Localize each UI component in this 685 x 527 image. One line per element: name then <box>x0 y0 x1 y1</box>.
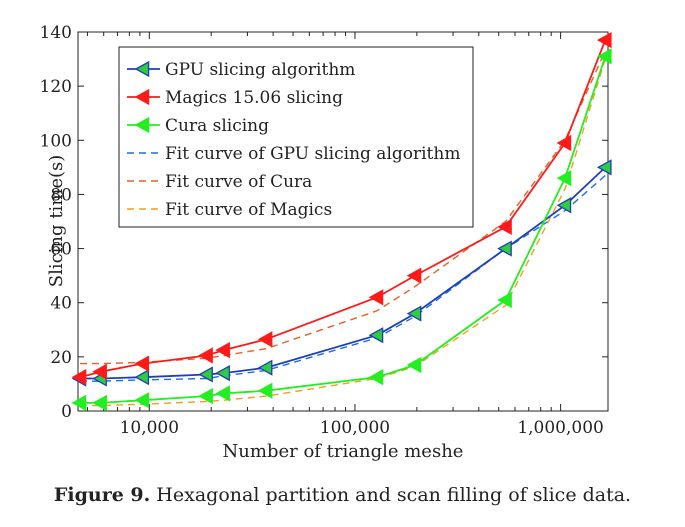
series-1-point <box>198 366 213 383</box>
series-3-point <box>556 170 572 187</box>
series-1-point <box>368 327 384 344</box>
series-3-point <box>368 369 384 386</box>
series-3-point <box>92 394 107 411</box>
series-2-point <box>134 355 150 372</box>
series-2-point <box>257 331 273 348</box>
series-5-line <box>80 50 606 365</box>
figure-caption: Figure 9. Hexagonal partition and scan f… <box>0 484 685 506</box>
x-axis-label: Number of triangle meshe <box>223 441 464 462</box>
series-3-point <box>198 388 213 405</box>
series-2-point <box>198 347 213 364</box>
legend-item-3-marker <box>134 116 150 134</box>
series-2-point <box>596 32 612 49</box>
legend-item-6-label: Fit curve of Magics <box>165 200 332 220</box>
y-tick-label: 0 <box>61 402 72 422</box>
legend-item-1-marker <box>134 60 150 78</box>
y-tick-label: 60 <box>50 240 72 260</box>
series-1-point <box>556 197 572 214</box>
y-tick-label: 100 <box>40 131 72 151</box>
y-tick-label: 40 <box>50 294 72 314</box>
legend-item-1-label: GPU slicing algorithm <box>165 60 355 80</box>
figure-caption-label: Figure 9. <box>53 484 151 506</box>
series-1-point <box>596 159 612 176</box>
series-3-point <box>134 392 150 409</box>
series-3-point <box>497 291 512 309</box>
series-2-point <box>368 289 384 306</box>
x-tick-label: 10,000 <box>120 418 179 438</box>
series-1-point <box>134 369 150 386</box>
series-3-point <box>406 356 422 374</box>
series-2-point <box>497 218 512 236</box>
series-3-point <box>215 385 230 402</box>
legend-item-2-label: Magics 15.06 slicing <box>165 88 343 108</box>
legend-item-4-label: Fit curve of GPU slicing algorithm <box>165 144 460 164</box>
y-tick-label: 80 <box>50 185 72 205</box>
series-1-point <box>406 305 422 322</box>
legend-item-2-marker <box>134 88 150 106</box>
y-tick-label: 120 <box>40 77 72 97</box>
legend-item-3-label: Cura slicing <box>165 116 269 136</box>
series-2-point <box>71 369 87 386</box>
series-2-point <box>406 267 422 284</box>
series-2-point <box>556 134 572 152</box>
axis-ticks: 0 20 40 60 80 100 120 140 10,000 100,000 1,000,000 <box>40 23 608 438</box>
y-tick-label: 140 <box>40 23 72 43</box>
series-3-point <box>71 394 87 411</box>
series-6-line <box>80 58 606 407</box>
x-tick-label: 1,000,000 <box>517 418 604 438</box>
legend: GPU slicing algorithm Magics 15.06 slicin… <box>118 46 474 228</box>
series-3-point <box>596 48 612 65</box>
y-axis-label: Slicing time(s) <box>46 155 67 288</box>
figure-caption-text: Hexagonal partition and scan filling of … <box>150 484 632 506</box>
series-1-point <box>215 364 230 382</box>
legend-box <box>118 46 474 228</box>
series-1-point <box>257 359 273 376</box>
series-2-point <box>92 363 107 380</box>
x-tick-label: 100,000 <box>320 418 390 438</box>
series-layer <box>71 32 612 411</box>
legend-item-5-label: Fit curve of Cura <box>165 172 312 192</box>
y-tick-label: 20 <box>50 348 72 368</box>
series-3-point <box>257 382 273 399</box>
series-1-point <box>497 240 512 257</box>
series-2-point <box>215 341 230 359</box>
line-chart: 0 20 40 60 80 100 120 140 10,000 100,000 1,000,000… <box>40 23 612 462</box>
